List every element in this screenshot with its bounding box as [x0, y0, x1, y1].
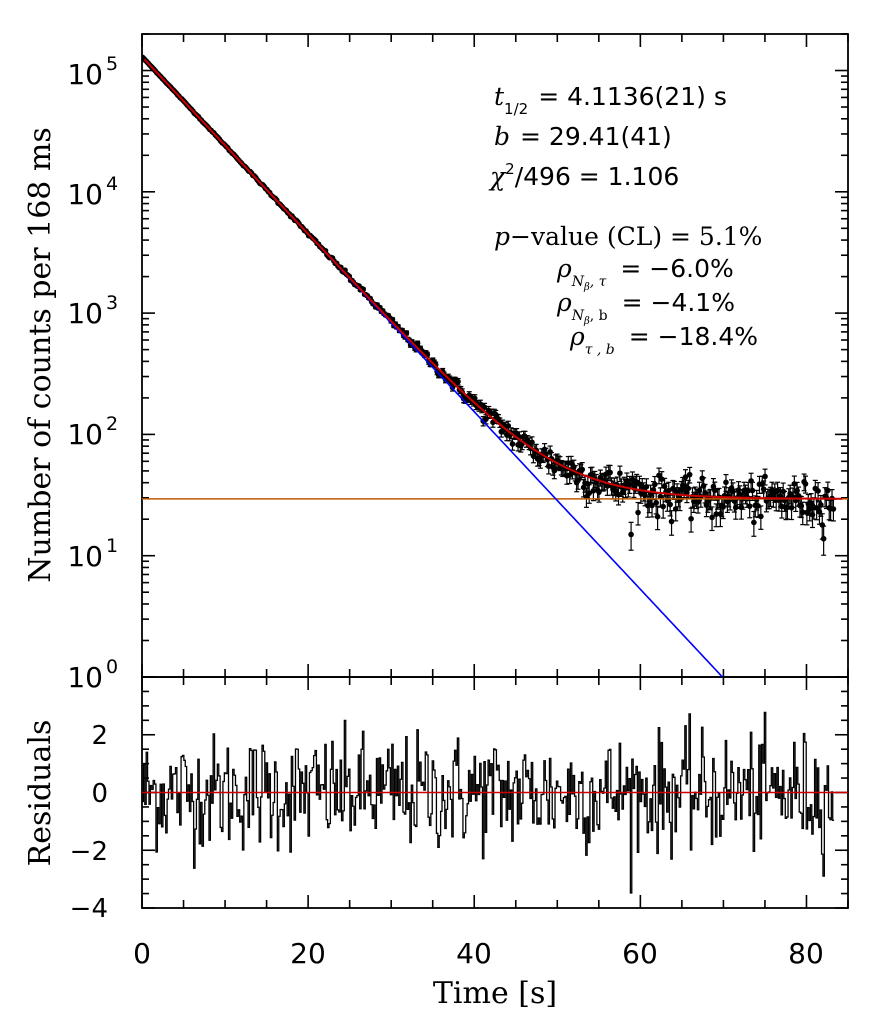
data-point: [579, 466, 586, 473]
data-point: [607, 469, 613, 476]
y-tick-label-1e0-exp: 0: [106, 656, 118, 678]
resid-tick-label-m4: −4: [70, 894, 108, 924]
x-tick-label-60: 60: [622, 937, 658, 970]
annotation-half-life: t1/2 = 4.1136(21) s: [494, 82, 727, 118]
x-tick-label-80: 80: [788, 937, 824, 970]
annotation-rho-n-tau: ρNβ, τ = −6.0%: [556, 254, 734, 293]
x-tick-label-20: 20: [290, 937, 326, 970]
data-point: [472, 395, 478, 402]
residuals-axis-ticks: [141, 676, 849, 909]
data-point: [760, 486, 767, 492]
data-point: [813, 505, 820, 511]
data-point: [604, 483, 611, 489]
data-point: [802, 481, 809, 487]
data-point: [737, 491, 743, 498]
data-point: [635, 509, 641, 516]
total-fit-line: [143, 58, 843, 500]
fit-annotations: t1/2 = 4.1136(21) s b = 29.41(41) χ2/496 =…: [488, 82, 762, 358]
data-point: [596, 489, 602, 495]
annotation-background: b = 29.41(41): [494, 122, 672, 151]
data-point: [414, 340, 421, 347]
data-point: [652, 481, 658, 488]
data-point: [746, 503, 753, 509]
data-point: [626, 481, 633, 488]
x-axis-title: Time [s]: [433, 976, 557, 1011]
data-point: [529, 439, 535, 446]
y-tick-label-1e4-exp: 4: [106, 173, 118, 195]
data-point: [654, 513, 661, 520]
data-point: [617, 470, 623, 477]
data-point: [566, 472, 573, 478]
data-point: [653, 499, 660, 506]
data-point: [682, 474, 689, 480]
annotation-p-value: p−value (CL) = 5.1%: [494, 222, 762, 251]
y-tick-label-1e3: 10: [67, 297, 103, 330]
residuals-y-axis-title: Residuals: [23, 720, 58, 867]
annotation-chi-square: χ2/496 = 1.106: [488, 160, 679, 191]
y-tick-label-1e0: 10: [67, 661, 103, 694]
data-point: [751, 519, 757, 526]
data-point: [818, 502, 824, 508]
data-point: [657, 493, 664, 500]
y-tick-label-1e4: 10: [67, 178, 103, 211]
data-point: [762, 473, 768, 480]
x-tick-label-0: 0: [133, 937, 151, 970]
data-point: [688, 515, 694, 522]
data-point: [712, 487, 718, 494]
y-tick-label-1e2-exp: 2: [106, 413, 118, 435]
data-point: [628, 531, 634, 538]
resid-tick-label-m2: −2: [70, 837, 108, 867]
data-point: [590, 487, 597, 494]
y-tick-label-1e1-exp: 1: [106, 535, 118, 557]
data-point: [509, 441, 516, 447]
data-point: [668, 518, 675, 525]
data-point: [799, 509, 806, 516]
data-point: [723, 479, 729, 486]
data-point: [702, 490, 708, 496]
data-point: [820, 535, 827, 542]
annotation-rho-tau-b: ρτ , b = −18.4%: [569, 322, 758, 358]
resid-tick-label-0: 0: [91, 779, 108, 809]
data-point: [713, 511, 720, 517]
residuals-histogram: [142, 711, 835, 894]
decay-y-axis-title: Number of counts per 168 ms: [23, 127, 58, 583]
data-point: [667, 501, 673, 508]
data-point: [755, 503, 761, 509]
data-point: [686, 471, 693, 478]
data-point: [665, 487, 672, 494]
data-point: [660, 503, 666, 510]
residuals-y-tick-labels: −4 −2 0 2: [70, 721, 108, 924]
y-tick-label-1e3-exp: 3: [106, 292, 118, 314]
data-point: [685, 485, 692, 492]
y-tick-label-1e2: 10: [67, 418, 103, 451]
data-point: [830, 506, 837, 512]
y-tick-label-1e1: 10: [67, 540, 103, 573]
data-point: [681, 485, 687, 491]
data-point: [825, 487, 831, 494]
data-point: [455, 378, 461, 385]
data-point: [815, 488, 821, 494]
x-tick-labels: 0 20 40 60 80: [133, 937, 824, 970]
x-tick-label-40: 40: [456, 937, 492, 970]
data-point: [586, 490, 593, 496]
data-point: [709, 514, 715, 521]
resid-tick-label-2: 2: [91, 721, 108, 751]
annotation-rho-n-b: ρNβ, b = −4.1%: [556, 288, 735, 327]
data-point: [758, 513, 764, 520]
data-point: [643, 484, 650, 490]
data-point: [672, 506, 679, 512]
decay-y-tick-labels: 10 0 10 1 10 2 10 3 10 4 10 5: [67, 53, 118, 694]
data-point: [589, 471, 595, 478]
data-point: [649, 502, 655, 509]
y-tick-label-1e5: 10: [67, 58, 103, 91]
y-tick-label-1e5-exp: 5: [106, 53, 118, 75]
data-point: [551, 467, 558, 474]
data-point: [749, 487, 756, 494]
data-point: [658, 476, 665, 482]
